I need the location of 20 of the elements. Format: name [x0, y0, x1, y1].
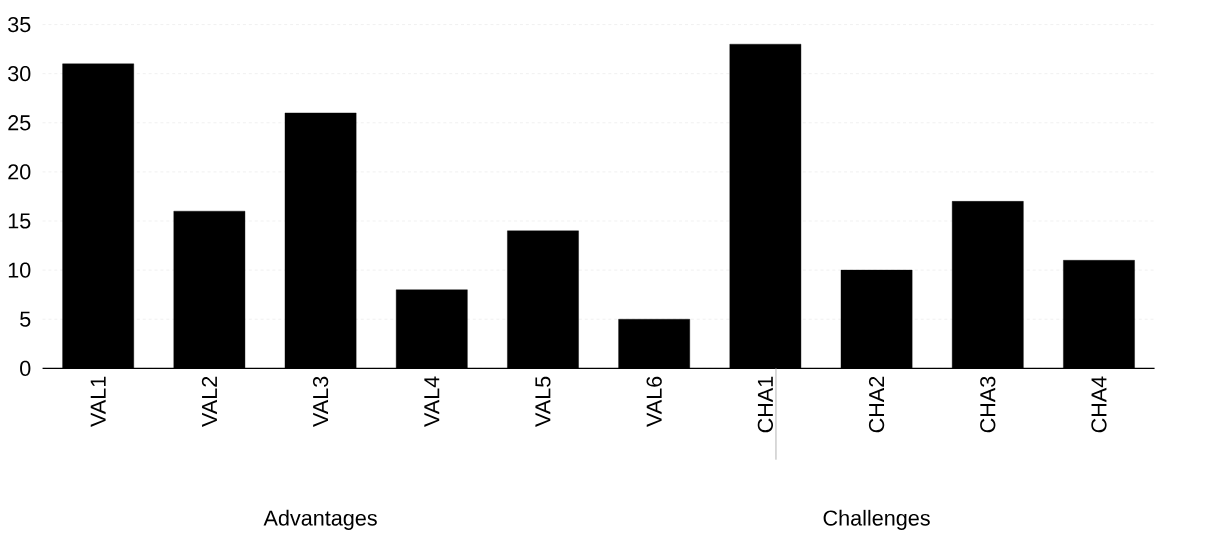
x-tick-label: CHA3: [980, 376, 996, 433]
x-tick-label: CHA4: [1091, 376, 1107, 433]
y-tick-label: 20: [8, 164, 31, 180]
x-tick-label: CHA2: [868, 376, 885, 433]
x-tick-label: VAL2: [201, 376, 217, 427]
x-tick-label: VAL1: [90, 376, 106, 427]
text: Challenges: [823, 509, 930, 530]
y-tick-label: 35: [8, 16, 31, 33]
x-tick-label: VAL4: [424, 376, 440, 427]
y-tick-label: 0: [20, 360, 31, 376]
x-tick-label: VAL5: [535, 376, 551, 427]
text: Advantages: [263, 509, 377, 530]
y-tick-label: 30: [8, 65, 31, 82]
x-tick-label: VAL6: [646, 376, 662, 427]
y-tick-label: 10: [8, 262, 31, 278]
x-tick-label: VAL3: [312, 376, 329, 427]
y-tick-label: 25: [8, 114, 31, 131]
y-tick-label: 15: [8, 213, 31, 229]
y-tick-label: 5: [20, 311, 31, 327]
x-tick-label: CHA1: [757, 376, 774, 433]
